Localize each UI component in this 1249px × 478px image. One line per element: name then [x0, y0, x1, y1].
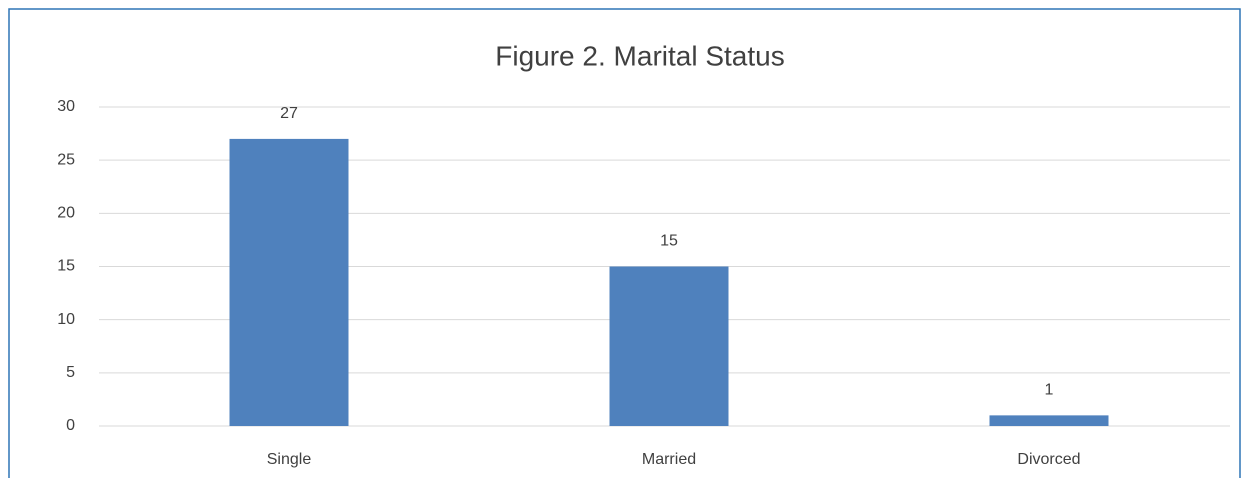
data-label: 15 — [660, 233, 678, 250]
y-tick-label: 25 — [57, 151, 75, 168]
data-label: 1 — [1045, 382, 1054, 399]
bar — [229, 138, 349, 426]
y-tick-label: 5 — [66, 364, 75, 381]
x-tick-label: Married — [642, 451, 696, 468]
bar — [609, 266, 729, 426]
y-tick-label: 20 — [57, 205, 75, 222]
y-tick-label: 0 — [66, 417, 75, 434]
y-tick-label: 10 — [57, 311, 75, 328]
y-tick-label: 30 — [57, 98, 75, 115]
x-tick-label: Single — [267, 451, 312, 468]
bar — [989, 415, 1109, 426]
x-tick-label: Divorced — [1017, 451, 1080, 468]
chart-title: Figure 2. Marital Status — [495, 40, 784, 71]
chart-border — [8, 8, 1241, 478]
data-label: 27 — [280, 105, 298, 122]
y-tick-label: 15 — [57, 258, 75, 275]
